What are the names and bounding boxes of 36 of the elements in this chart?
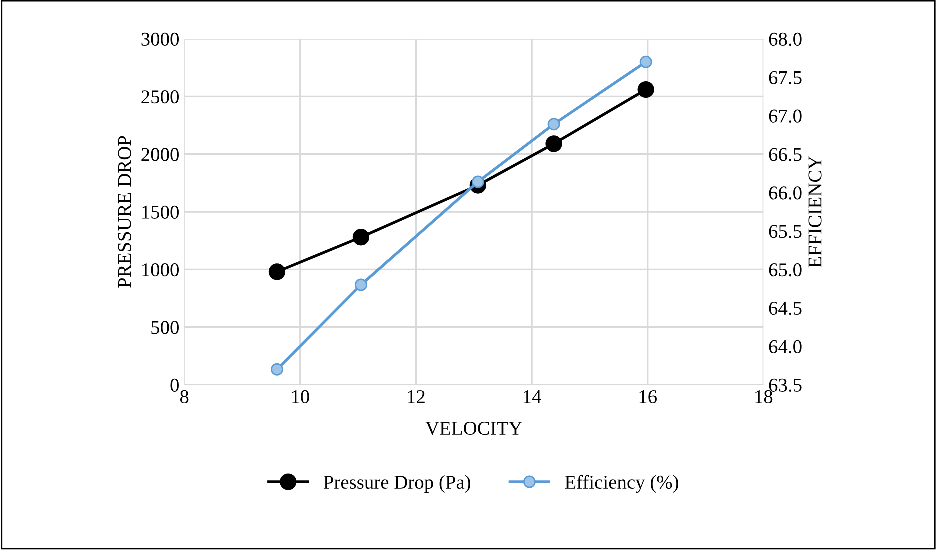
y2-tick-label: 66.5 xyxy=(769,148,802,162)
y2-tick-label: 65.0 xyxy=(769,264,802,277)
y-axis-title: PRESSURE DROP xyxy=(118,136,132,288)
point xyxy=(546,136,562,152)
x-tick-label: 12 xyxy=(408,390,425,404)
y2-tick-label: 64.5 xyxy=(769,302,802,316)
y2-tick-label: 67.0 xyxy=(769,110,802,123)
y2-tick-label: 67.5 xyxy=(769,71,802,85)
point xyxy=(268,264,286,280)
point xyxy=(638,81,654,98)
point xyxy=(548,118,560,131)
y-tick-label: 1500 xyxy=(142,206,179,219)
legend-label: Efficiency (%) xyxy=(565,475,678,494)
y-tick-label: 500 xyxy=(152,321,179,334)
point xyxy=(640,56,652,68)
point xyxy=(352,229,370,246)
y-tick-label: 2500 xyxy=(142,90,179,104)
y2-axis-title: EFFICIENCY xyxy=(808,156,822,268)
y2-tick-label: 63.5 xyxy=(769,378,802,392)
x-tick-label: 18 xyxy=(756,390,773,404)
x-tick-label: 16 xyxy=(640,390,657,404)
y2-tick-label: 64.0 xyxy=(769,340,802,354)
y2-tick-label: 68.0 xyxy=(769,32,802,46)
point xyxy=(354,278,368,292)
x-tick-label: 8 xyxy=(180,390,189,404)
y2-tick-label: 65.5 xyxy=(769,225,802,238)
y-tick-label: 1000 xyxy=(142,264,179,277)
x-tick-label: 10 xyxy=(292,390,310,404)
y-tick-label: 3000 xyxy=(142,32,179,46)
x-tick-label: 14 xyxy=(524,390,542,404)
y2-tick-label: 66.0 xyxy=(769,186,802,200)
x-axis-title: VELOCITY xyxy=(426,422,522,436)
y-tick-label: 0 xyxy=(170,378,179,392)
legend-label: Pressure Drop (Pa) xyxy=(324,475,470,493)
point xyxy=(270,363,284,376)
y-tick-label: 2000 xyxy=(142,148,179,162)
